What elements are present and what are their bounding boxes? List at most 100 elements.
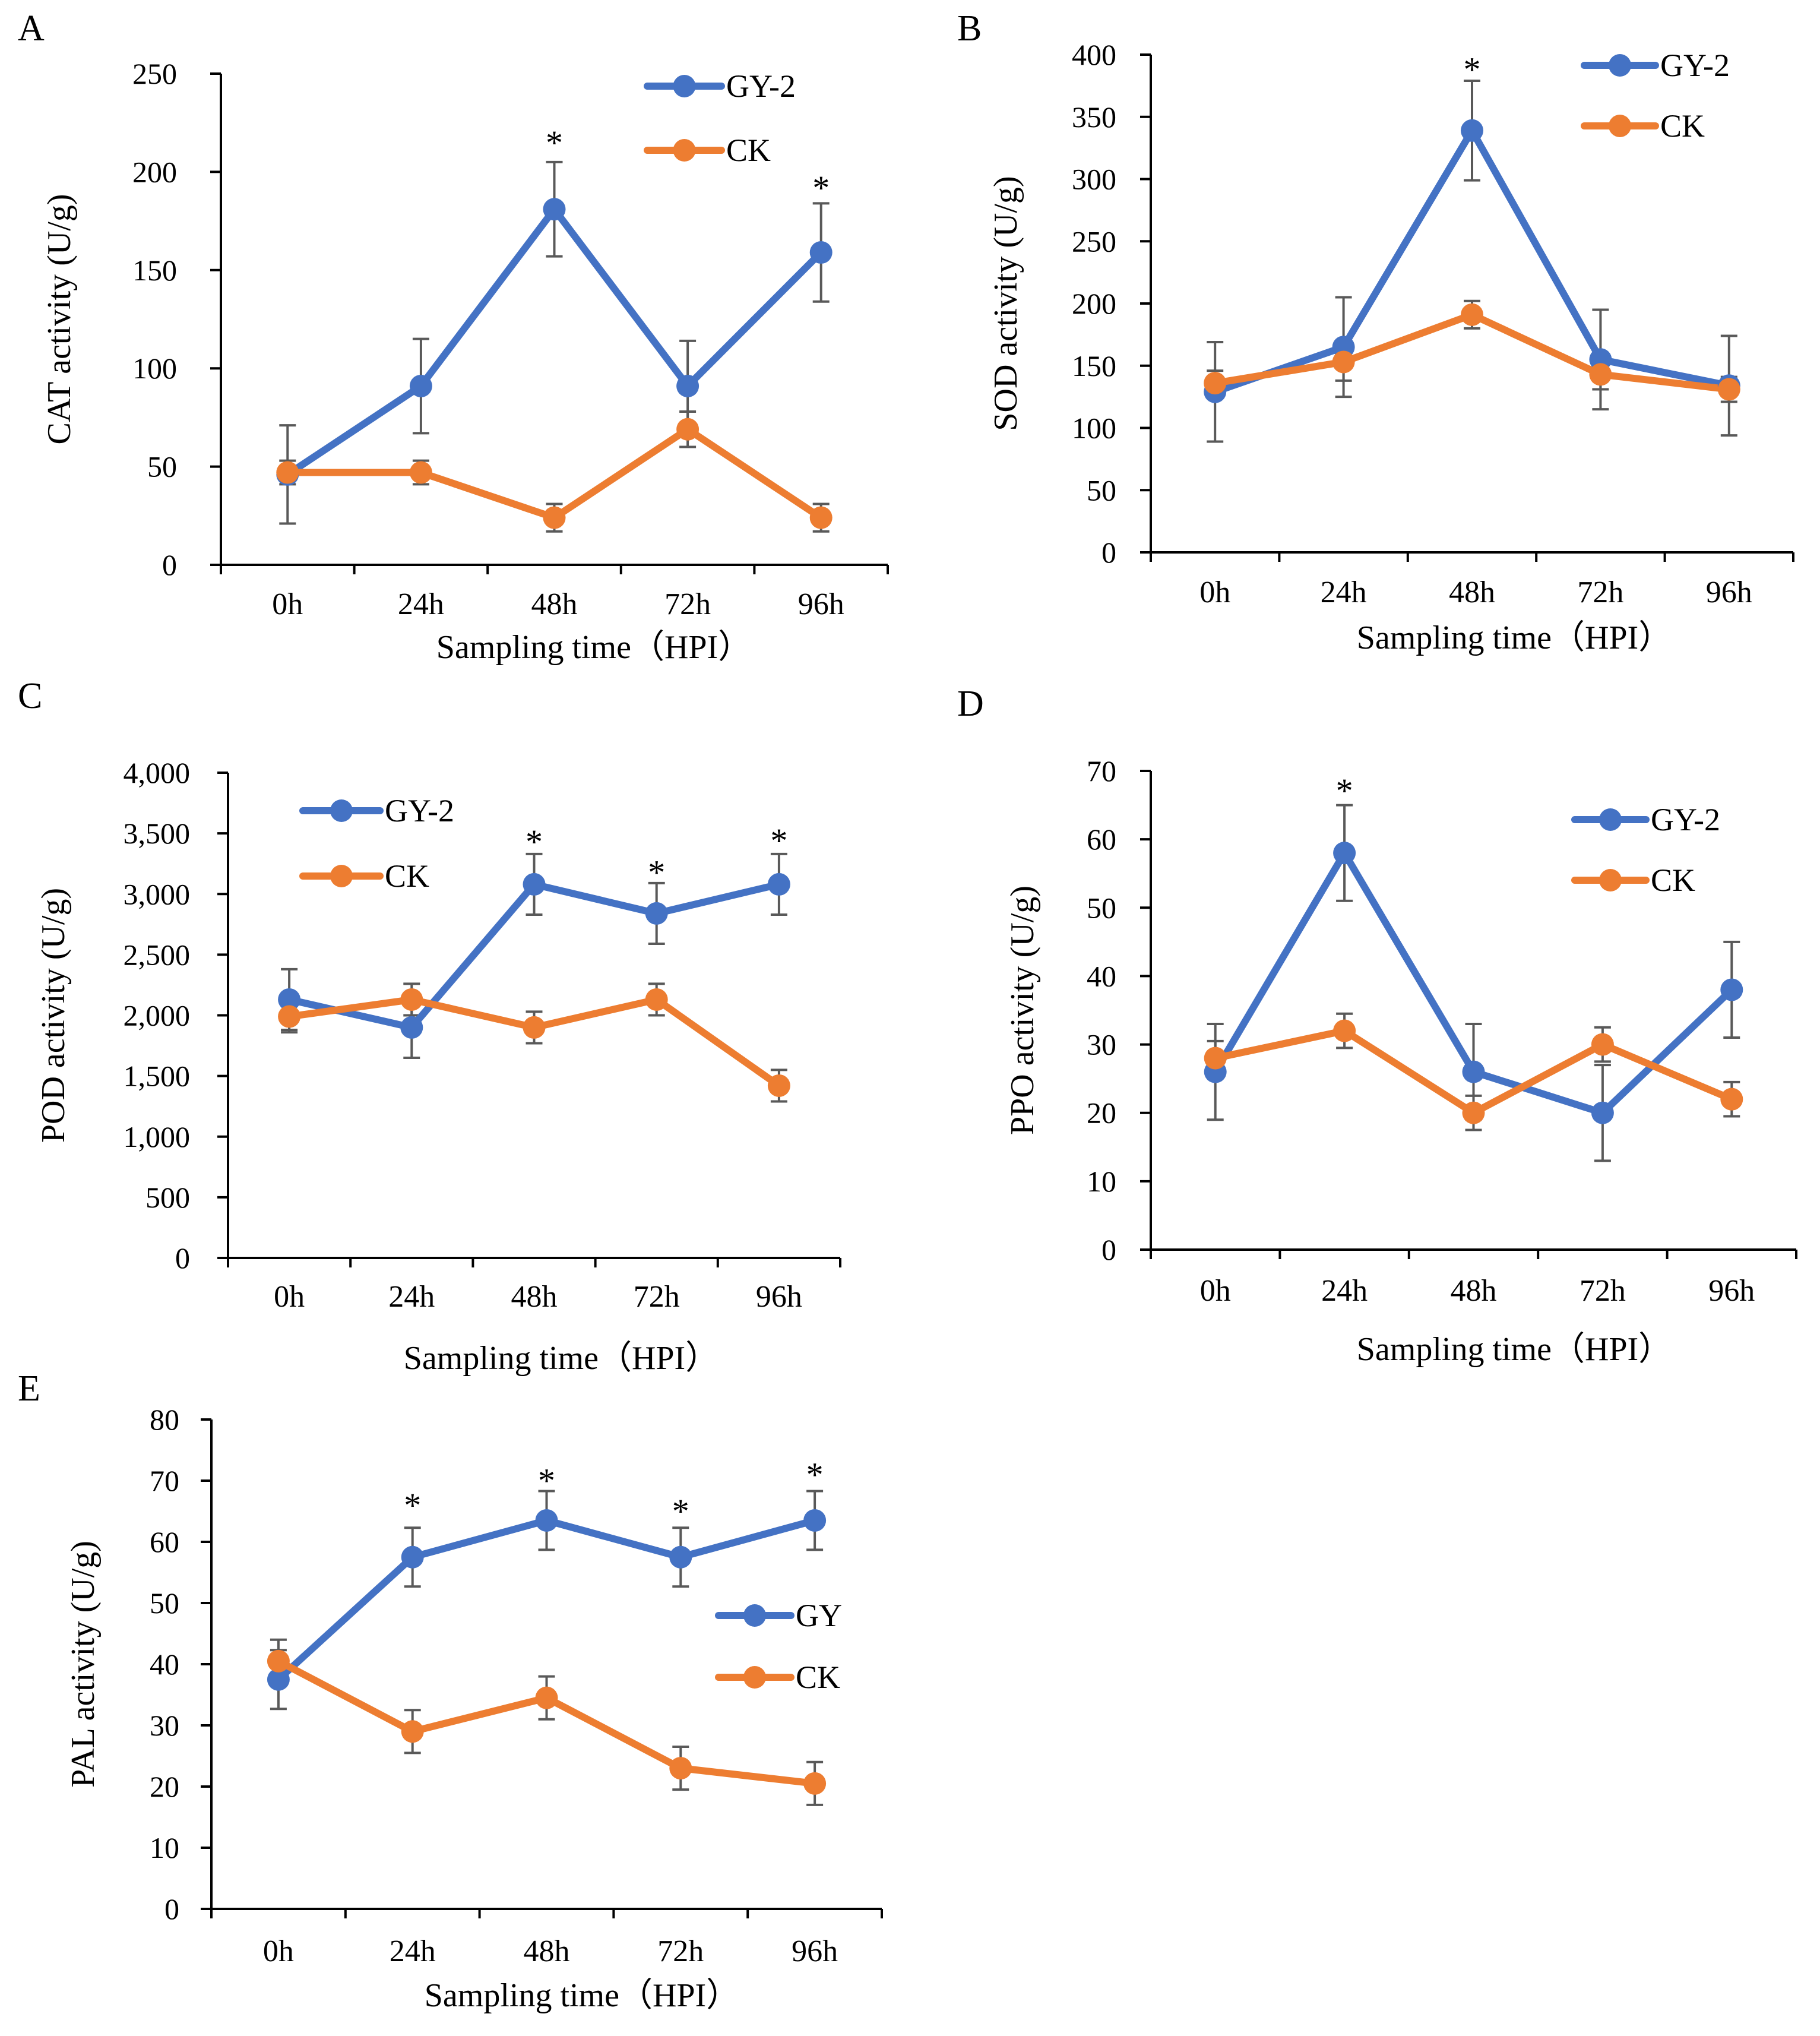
x-tick-label: 48h <box>1451 1274 1497 1308</box>
data-point-ck <box>278 1005 301 1028</box>
y-tick-label: 40 <box>1087 959 1116 992</box>
legend-label: GY <box>796 1598 842 1633</box>
y-tick-label: 70 <box>1087 754 1116 788</box>
x-tick-label: 0h <box>1200 1274 1231 1308</box>
data-point-ck <box>1204 372 1227 395</box>
y-tick-label: 20 <box>150 1770 179 1803</box>
y-tick-label: 30 <box>150 1709 179 1742</box>
significance-marker: * <box>404 1486 421 1525</box>
x-axis-title: Sampling time（HPI） <box>1357 1331 1672 1368</box>
legend-label: CK <box>726 132 771 168</box>
y-tick-label: 100 <box>132 352 177 385</box>
legend-swatch-marker <box>1599 869 1622 891</box>
x-tick-label: 72h <box>664 587 711 621</box>
data-point-gy-2 <box>1591 1101 1614 1124</box>
legend-swatch-marker <box>1599 808 1622 831</box>
chart-panel-c: C 0 500 1,000 1,500 2,000 2,500 3,000 3,500 4,000… <box>18 676 841 1377</box>
legend-swatch-marker <box>743 1604 766 1627</box>
y-tick-label: 3,000 <box>124 877 191 910</box>
legend-swatch-marker <box>330 799 353 822</box>
data-point-ck <box>543 506 566 529</box>
x-tick-label: 24h <box>390 1934 436 1968</box>
data-point-gy-2 <box>767 872 790 896</box>
data-point-ck <box>1589 363 1612 386</box>
y-tick-label: 40 <box>150 1648 179 1681</box>
y-tick-label: 50 <box>147 450 177 483</box>
y-tick-label: 150 <box>132 254 177 287</box>
y-tick-label: 20 <box>1087 1096 1116 1130</box>
y-tick-label: 50 <box>1087 891 1116 924</box>
x-tick-label: 0h <box>1199 576 1230 609</box>
y-tick-label: 300 <box>1072 163 1116 196</box>
y-tick-label: 1,000 <box>124 1120 191 1153</box>
significance-marker: * <box>546 124 563 162</box>
y-tick-label: 200 <box>1072 287 1116 320</box>
y-tick-label: 70 <box>150 1464 179 1497</box>
significance-marker: * <box>538 1462 555 1500</box>
x-tick-label: 24h <box>1321 576 1367 609</box>
data-point-gy <box>803 1509 827 1532</box>
data-point-ck <box>809 506 833 529</box>
legend-label: CK <box>1660 108 1705 144</box>
chart-panel-a: A 0 50 100 150 200 250 0h 24h 48h 72h 96h CAT activi… <box>18 8 889 666</box>
y-axis-title: PAL activity (U/g) <box>65 1541 102 1788</box>
x-tick-label: 72h <box>1580 1274 1626 1308</box>
y-tick-label: 2,500 <box>124 938 191 971</box>
legend-label: CK <box>385 858 429 894</box>
y-tick-label: 30 <box>1087 1028 1116 1061</box>
y-tick-label: 150 <box>1072 349 1116 382</box>
data-point-ck <box>535 1686 558 1709</box>
data-point-gy-2 <box>523 872 546 896</box>
y-tick-label: 0 <box>162 548 177 581</box>
data-point-gy-2 <box>278 988 301 1011</box>
legend-swatch-marker <box>673 139 696 162</box>
legend-swatch-marker <box>743 1666 766 1689</box>
x-tick-label: 48h <box>1449 576 1495 609</box>
data-point-ck <box>400 988 423 1011</box>
panel-letter: E <box>18 1368 40 1409</box>
data-point-gy <box>401 1545 424 1569</box>
y-tick-label: 500 <box>145 1181 190 1214</box>
y-tick-label: 0 <box>1102 536 1116 569</box>
y-axis-title: POD activity (U/g) <box>35 888 72 1143</box>
legend-label: CK <box>796 1659 840 1695</box>
data-point-gy <box>535 1509 558 1532</box>
chart-panel-d: D 0 10 20 30 40 50 60 70 0h 24h 48h 72h 96h PPO activi… <box>957 684 1797 1368</box>
y-tick-label: 250 <box>1072 225 1116 258</box>
data-point-ck <box>523 1016 546 1039</box>
y-tick-label: 60 <box>150 1525 179 1558</box>
significance-marker: * <box>526 823 543 861</box>
y-tick-label: 400 <box>1072 38 1116 71</box>
data-point-ck <box>1204 1047 1227 1070</box>
x-tick-label: 48h <box>531 587 578 621</box>
y-tick-label: 1,500 <box>124 1060 191 1093</box>
legend-swatch-marker <box>1609 115 1631 137</box>
x-tick-label: 72h <box>1577 576 1623 609</box>
data-point-ck <box>1591 1033 1614 1056</box>
data-point-ck <box>401 1720 424 1743</box>
data-point-ck <box>1332 350 1355 374</box>
data-point-gy-2 <box>676 374 699 397</box>
y-tick-label: 100 <box>1072 412 1116 445</box>
legend-swatch-marker <box>673 75 696 97</box>
data-point-gy-2 <box>1462 1060 1485 1083</box>
y-tick-label: 10 <box>150 1831 179 1864</box>
x-tick-label: 96h <box>1706 576 1752 609</box>
y-tick-label: 50 <box>150 1586 179 1620</box>
x-tick-label: 0h <box>263 1934 294 1968</box>
x-tick-label: 24h <box>388 1280 435 1314</box>
data-point-gy-2 <box>400 1016 423 1039</box>
data-point-gy <box>267 1668 290 1691</box>
legend-label: GY-2 <box>385 793 454 829</box>
data-point-gy-2 <box>809 241 833 264</box>
legend-label: CK <box>1651 862 1695 898</box>
significance-marker: * <box>672 1492 689 1531</box>
y-tick-label: 4,000 <box>124 756 191 789</box>
y-tick-label: 0 <box>175 1241 190 1275</box>
data-point-ck <box>803 1772 827 1795</box>
data-point-ck <box>645 988 668 1011</box>
data-point-gy-2 <box>409 374 432 397</box>
data-point-ck <box>767 1074 790 1097</box>
x-axis-title: Sampling time（HPI） <box>1357 619 1672 656</box>
y-axis-title: PPO activity (U/g) <box>1004 886 1041 1135</box>
